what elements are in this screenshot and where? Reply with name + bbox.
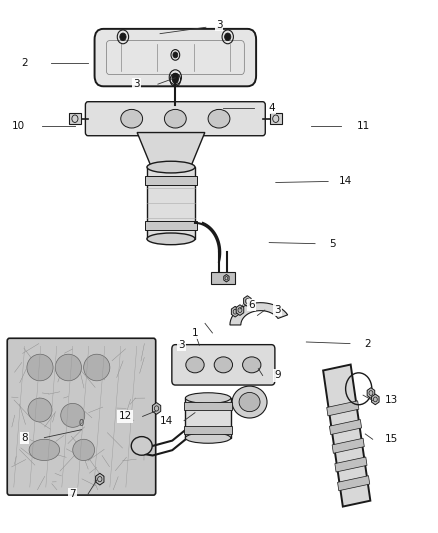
Polygon shape	[335, 457, 367, 472]
Bar	[69, 114, 81, 124]
Circle shape	[173, 76, 178, 83]
Text: 4: 4	[268, 103, 275, 113]
Text: 0: 0	[79, 419, 84, 428]
Ellipse shape	[61, 403, 85, 427]
Text: 3: 3	[275, 305, 281, 315]
FancyBboxPatch shape	[172, 345, 275, 385]
Bar	[147, 167, 195, 239]
Bar	[184, 402, 232, 410]
Polygon shape	[323, 365, 371, 506]
Text: 2: 2	[21, 58, 28, 68]
Text: 9: 9	[275, 370, 281, 381]
Polygon shape	[371, 394, 379, 405]
Polygon shape	[327, 401, 359, 416]
FancyBboxPatch shape	[95, 29, 256, 86]
Ellipse shape	[185, 433, 231, 443]
Ellipse shape	[186, 357, 204, 373]
Ellipse shape	[121, 109, 143, 128]
Text: 6: 6	[248, 300, 255, 310]
Ellipse shape	[84, 354, 110, 381]
Text: 12: 12	[119, 411, 132, 422]
Ellipse shape	[55, 354, 81, 381]
Text: 14: 14	[160, 416, 173, 426]
Text: 3: 3	[133, 79, 139, 89]
Polygon shape	[236, 305, 244, 316]
Ellipse shape	[164, 109, 186, 128]
Text: 7: 7	[69, 489, 76, 499]
Ellipse shape	[27, 354, 53, 381]
Polygon shape	[95, 473, 104, 485]
Polygon shape	[137, 133, 205, 167]
Text: 1: 1	[192, 328, 198, 338]
Circle shape	[173, 52, 178, 58]
FancyBboxPatch shape	[7, 338, 155, 495]
Ellipse shape	[73, 439, 95, 461]
Ellipse shape	[131, 437, 152, 455]
Polygon shape	[152, 402, 161, 414]
Ellipse shape	[28, 398, 52, 422]
Circle shape	[120, 33, 126, 41]
Polygon shape	[338, 475, 370, 491]
FancyBboxPatch shape	[85, 102, 265, 136]
Text: 11: 11	[357, 121, 370, 131]
Ellipse shape	[239, 392, 260, 411]
Polygon shape	[332, 438, 364, 453]
Ellipse shape	[243, 357, 261, 373]
Bar	[184, 426, 232, 434]
Ellipse shape	[29, 439, 60, 461]
Ellipse shape	[185, 393, 231, 403]
Text: 2: 2	[364, 338, 371, 349]
Ellipse shape	[208, 109, 230, 128]
Ellipse shape	[232, 386, 267, 418]
Text: 3: 3	[179, 340, 185, 350]
Ellipse shape	[147, 233, 195, 245]
Text: 15: 15	[385, 434, 398, 445]
Text: 10: 10	[11, 121, 25, 131]
Bar	[145, 221, 197, 230]
Circle shape	[225, 33, 231, 41]
Bar	[211, 272, 235, 284]
Polygon shape	[244, 296, 251, 306]
Polygon shape	[329, 419, 362, 434]
Polygon shape	[367, 387, 375, 398]
Text: 8: 8	[21, 433, 28, 443]
Ellipse shape	[147, 161, 195, 173]
Bar	[270, 114, 282, 124]
Polygon shape	[230, 303, 288, 325]
Bar	[185, 398, 231, 438]
Text: 14: 14	[339, 176, 352, 187]
Bar	[145, 176, 197, 184]
Polygon shape	[224, 274, 229, 282]
Text: 3: 3	[215, 20, 223, 30]
Text: 5: 5	[329, 239, 336, 248]
Polygon shape	[231, 306, 239, 317]
Ellipse shape	[214, 357, 233, 373]
Circle shape	[172, 73, 179, 82]
Text: 13: 13	[385, 395, 398, 406]
